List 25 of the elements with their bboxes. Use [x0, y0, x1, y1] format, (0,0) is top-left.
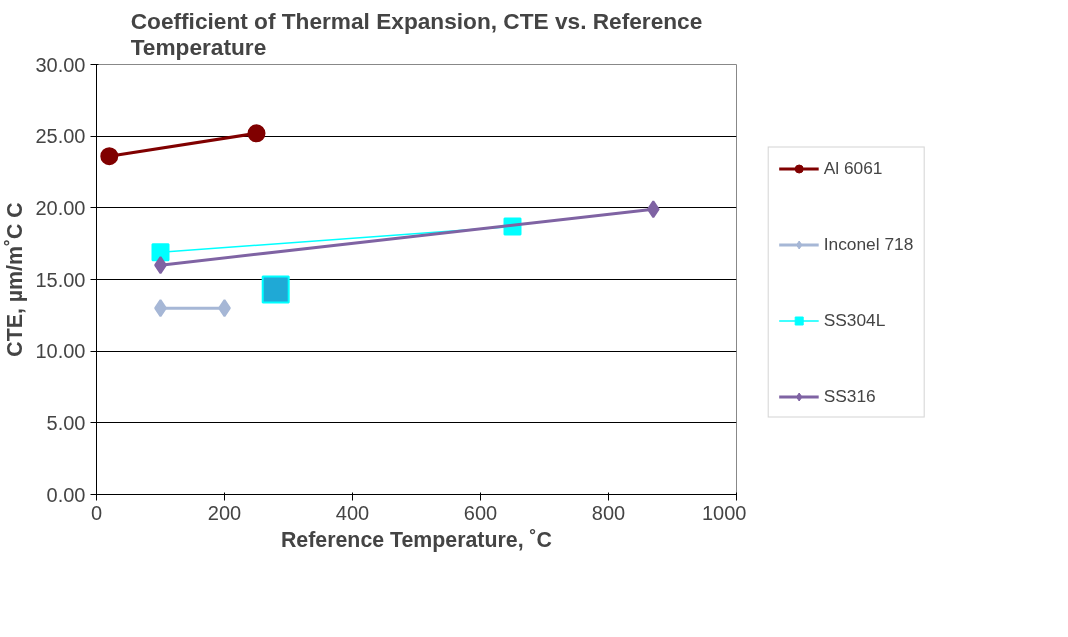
- y-tick-label: 10.00: [35, 340, 86, 363]
- point: [151, 243, 170, 262]
- point: [100, 147, 119, 166]
- y-tick-label: 20.00: [35, 196, 86, 219]
- x-tick-label: 400: [335, 501, 370, 524]
- legend-label: Al 6061: [823, 157, 883, 179]
- y-tick-label: 30.00: [35, 53, 86, 76]
- y-tick-label: 5.00: [46, 411, 86, 434]
- legend-label: SS316: [823, 385, 876, 407]
- x-tick-label: 1000: [702, 501, 747, 524]
- chart-title: Coefficient of Thermal Expansion, CTE vs. Reference Temperature: [130, 7, 703, 60]
- y-tick-label: 15.00: [35, 268, 86, 291]
- legend-label: Inconel 718: [823, 233, 914, 255]
- point: [247, 124, 266, 143]
- point: [646, 200, 660, 219]
- x-axis-title: Reference Temperature, ˚C: [280, 527, 553, 552]
- x-tick-label: 0: [90, 501, 103, 524]
- x-tick-label: 600: [463, 501, 498, 524]
- x-tick-label: 800: [591, 501, 626, 524]
- x-tick-label: 200: [207, 501, 242, 524]
- legend-label: SS304L: [823, 309, 886, 331]
- y-tick-label: 25.00: [35, 125, 86, 148]
- y-axis-title: CTE, µm/m˚C C: [3, 202, 28, 357]
- y-tick-label: 0.00: [46, 483, 86, 506]
- point: [261, 275, 290, 304]
